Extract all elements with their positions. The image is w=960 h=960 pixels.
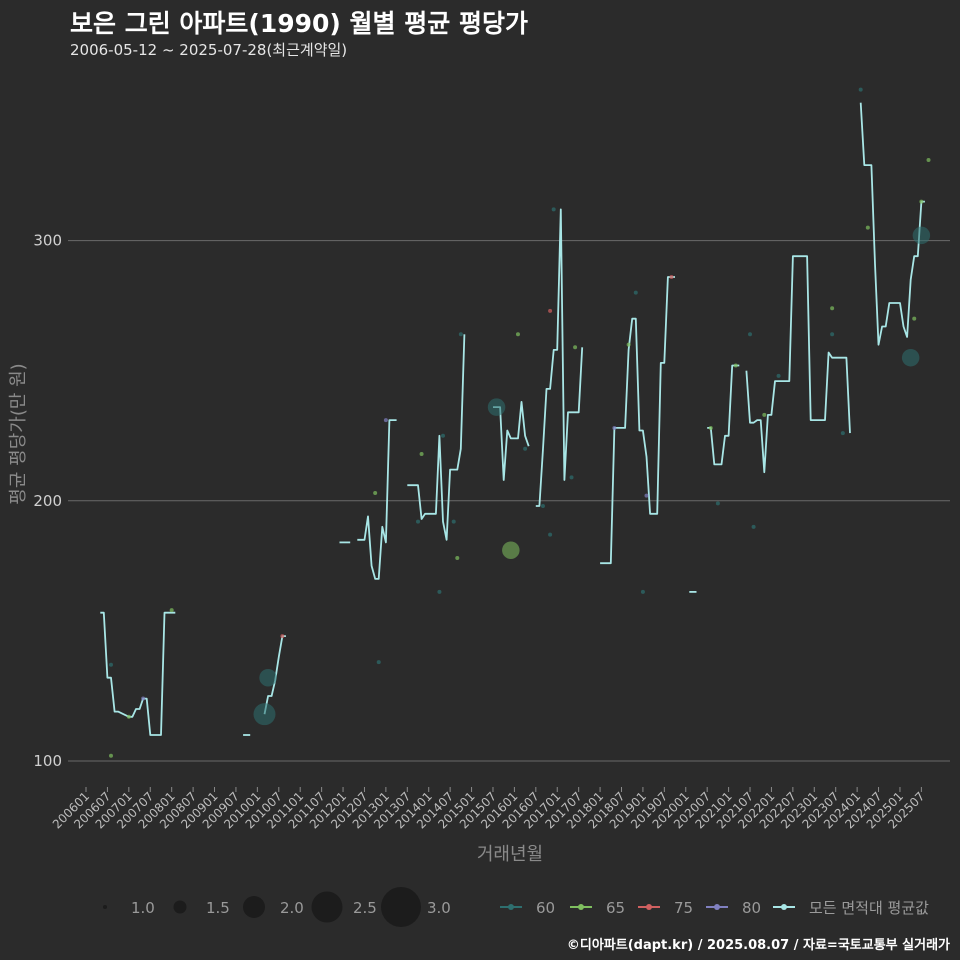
size-legend-label: 2.0 [280,899,304,917]
scatter-point [548,532,553,537]
color-legend-dot [508,904,514,910]
scatter-point [762,412,767,417]
size-legend-symbol [103,905,107,909]
scatter-point [830,332,835,337]
scatter-point [926,157,931,162]
scatter-point [776,373,781,378]
average-line-segment [600,276,675,565]
y-axis-title: 평균 평당가(만 원) [8,363,29,504]
scatter-point [487,398,506,416]
scatter-point [551,207,556,212]
scatter-point [253,703,276,726]
scatter-point [376,660,381,665]
size-legend-label: 1.5 [206,899,230,917]
color-legend-dot [781,904,787,910]
chart-subtitle: 2006-05-12 ~ 2025-07-28(최근계약일) [70,41,348,59]
scatter-point [141,696,146,701]
scatter-point [259,668,277,687]
scatter-point [280,634,285,639]
size-legend-symbol [311,891,343,923]
color-legend-label: 65 [606,899,625,917]
color-legend-dot [646,904,652,910]
color-legend-label: 모든 면적대 평균값 [809,899,929,917]
scatter-point [912,316,917,321]
scatter-point [523,446,528,451]
size-legend-symbol [173,900,187,914]
size-legend-symbol [243,896,265,918]
scatter-points-layer [108,87,931,758]
legend: 1.0 1.5 2.0 2.5 3.0 60 65 75 80 모든 면적대 평균값 [103,887,929,927]
average-line-segment [535,208,584,507]
scatter-point [108,753,113,758]
y-tick-label: 300 [33,232,62,250]
scatter-point [441,433,445,438]
color-legend-dot [578,904,584,910]
y-tick-labels: 100 200 300 [33,232,62,770]
scatter-point [437,589,442,594]
scatter-point [912,226,931,245]
size-legend-symbol [381,887,421,927]
average-line-segment [357,419,397,580]
grid-layer [68,240,950,762]
color-legend-label: 80 [742,899,761,917]
scatter-point [858,87,863,92]
scatter-point [455,556,460,561]
size-legend-label: 2.5 [353,899,377,917]
scatter-point [502,541,520,559]
chart-title: 보은 그린 아파트(1990) 월별 평균 평당가 [70,9,528,38]
color-legend-dot [714,904,720,910]
size-legend-label: 3.0 [427,899,451,917]
scatter-point [715,501,720,506]
scatter-point [451,519,456,524]
average-line-segment [745,255,851,474]
scatter-point [573,345,578,350]
scatter-point [419,451,424,456]
scatter-point [640,589,645,594]
color-legend-label: 60 [536,899,555,917]
scatter-point [708,425,713,430]
size-legend-label: 1.0 [131,899,155,917]
scatter-point [919,199,924,204]
scatter-point [751,524,756,529]
scatter-point [108,662,113,667]
scatter-point [515,332,520,337]
scatter-point [383,418,388,423]
scatter-point [416,519,421,524]
scatter-point [373,490,378,495]
scatter-point [840,431,845,436]
y-tick-label: 100 [33,752,62,770]
y-tick-label: 200 [33,492,62,510]
scatter-point [633,290,638,295]
average-line-segment [493,400,530,481]
average-line-segment [707,364,740,466]
scatter-point [644,493,649,498]
scatter-point [733,363,738,368]
scatter-point [748,332,753,337]
scatter-point [569,475,574,480]
x-tick-labels: 2006012006072007012007072008012008072009… [50,787,928,832]
scatter-point [458,332,463,337]
scatter-point [169,608,174,613]
scatter-point [669,275,674,280]
scatter-point [865,225,870,230]
scatter-point [901,348,920,367]
average-line-segment [407,334,466,541]
color-legend-label: 75 [674,899,693,917]
scatter-point [548,308,553,313]
credit-text: ©디아파트(dapt.kr) / 2025.08.07 / 자료=국토교통부 실… [566,938,950,953]
scatter-point [612,425,617,430]
x-axis-title: 거래년월 [477,844,543,865]
scatter-point [626,342,631,347]
average-line-segment [100,611,176,736]
scatter-point [830,306,835,311]
average-line-layer [100,102,925,736]
average-line-segment [859,102,925,346]
scatter-point [126,714,131,719]
scatter-point [540,504,545,509]
